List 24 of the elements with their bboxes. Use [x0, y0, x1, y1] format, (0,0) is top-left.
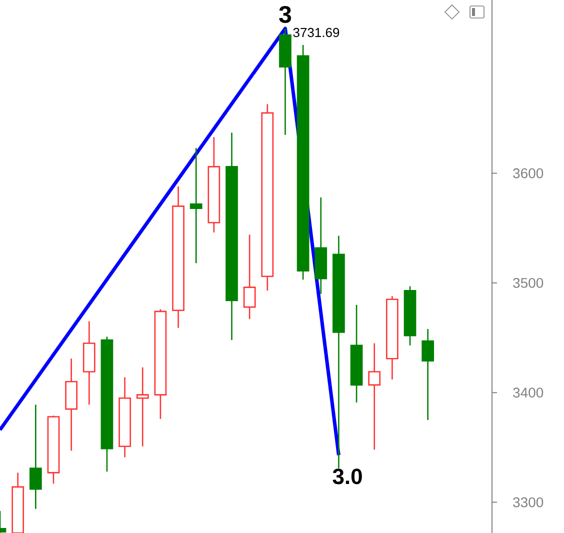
- candlestick: [82, 320, 96, 406]
- y-tick-label: 3400: [513, 388, 544, 398]
- candlestick: [422, 328, 434, 421]
- annotation: 3.0: [332, 468, 362, 484]
- candlestick: [243, 234, 256, 320]
- annotation: 3: [279, 6, 292, 23]
- candlestick: [279, 28, 292, 136]
- y-tick-label: 3300: [513, 497, 544, 508]
- candlestick: [261, 104, 274, 292]
- candlestick: [314, 196, 328, 295]
- candlestick: [332, 235, 345, 469]
- candlestick: [29, 404, 42, 510]
- candlestick: [136, 366, 149, 447]
- candlestick: [172, 186, 184, 329]
- annotation: 3731.69: [293, 28, 340, 38]
- candlestick: [368, 342, 381, 450]
- candlestick: [118, 376, 131, 458]
- candlestick: [208, 136, 220, 234]
- candlestick: [350, 304, 363, 404]
- y-tick-label: 3600: [513, 168, 544, 178]
- candlestick: [65, 358, 78, 452]
- candlestick: [226, 132, 238, 341]
- y-tick-label: 3500: [513, 278, 544, 288]
- candlestick: [190, 147, 202, 264]
